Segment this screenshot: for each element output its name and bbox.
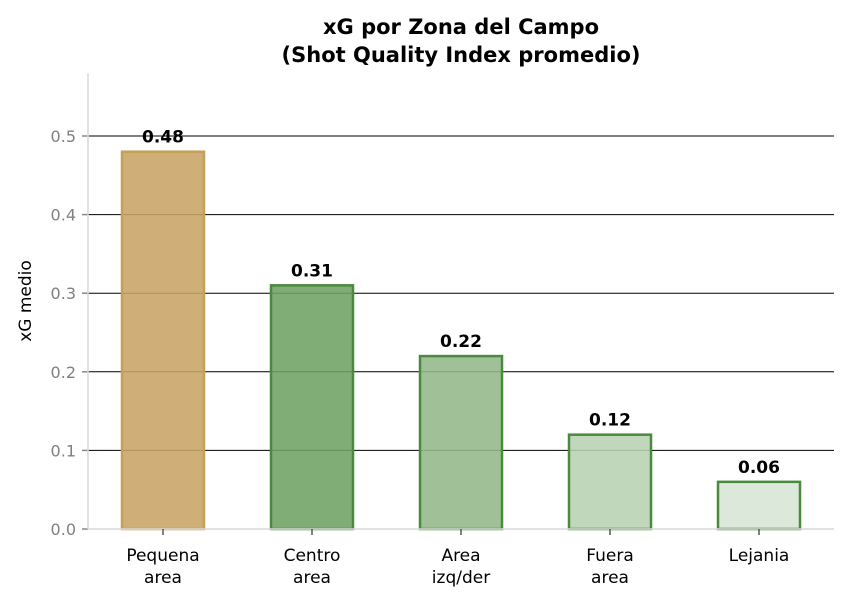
chart-title-line-1: xG por Zona del Campo bbox=[323, 15, 599, 39]
data-label: 0.12 bbox=[589, 411, 631, 431]
y-axis-label: xG medio bbox=[16, 260, 36, 342]
x-tick-label: Area bbox=[441, 546, 480, 566]
data-label: 0.22 bbox=[440, 332, 482, 352]
x-tick-label: area bbox=[144, 568, 182, 588]
chart-title-line-2: (Shot Quality Index promedio) bbox=[282, 43, 641, 67]
bar bbox=[567, 433, 653, 531]
y-tick-label: 0.3 bbox=[51, 284, 76, 303]
y-tick-label: 0.2 bbox=[51, 363, 76, 382]
y-tick-label: 0.4 bbox=[51, 206, 76, 225]
bar bbox=[120, 150, 206, 531]
bar bbox=[418, 354, 504, 531]
x-tick-label: Lejania bbox=[729, 546, 790, 566]
data-label: 0.48 bbox=[142, 128, 184, 148]
bar bbox=[716, 480, 802, 531]
y-tick-label: 0.0 bbox=[51, 520, 76, 539]
bar bbox=[269, 284, 355, 531]
data-label: 0.06 bbox=[738, 458, 780, 478]
y-tick-label: 0.1 bbox=[51, 441, 76, 460]
x-tick-label: Fuera bbox=[586, 546, 634, 566]
x-tick-label: area bbox=[293, 568, 331, 588]
x-tick-label: izq/der bbox=[432, 568, 490, 588]
data-label: 0.31 bbox=[291, 261, 333, 281]
x-tick-label: Centro bbox=[284, 546, 341, 566]
x-tick-label: area bbox=[591, 568, 629, 588]
x-tick-label: Pequena bbox=[126, 546, 199, 566]
y-tick-label: 0.5 bbox=[51, 127, 76, 146]
